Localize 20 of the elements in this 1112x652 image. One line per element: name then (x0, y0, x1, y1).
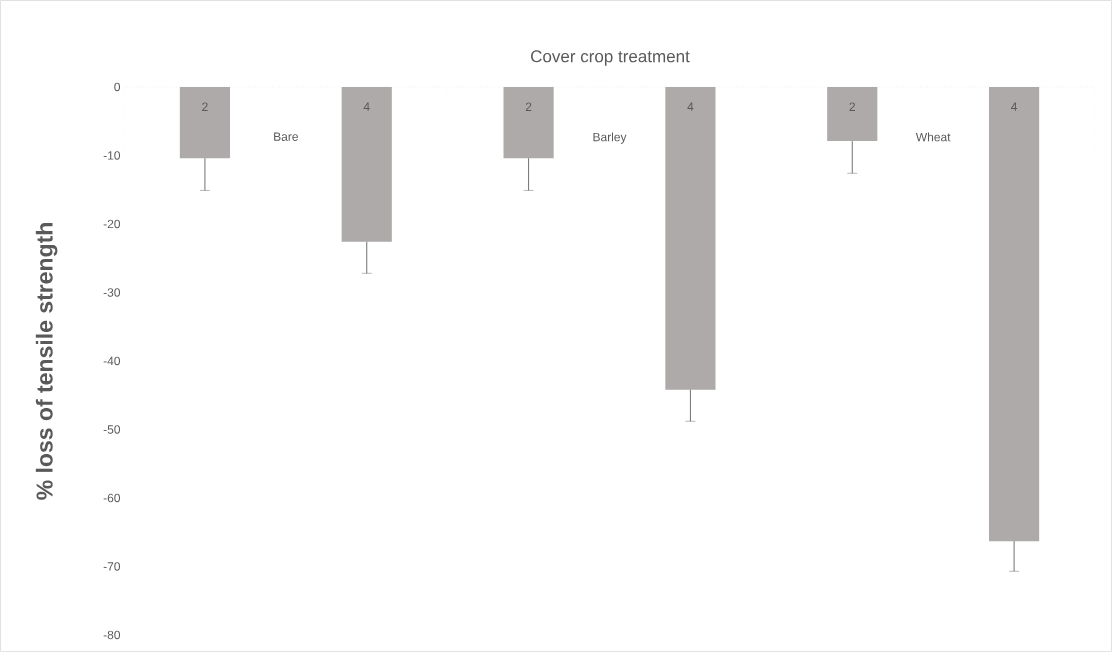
annotation: Wheat (915, 132, 951, 142)
annotation: Bare (274, 132, 298, 141)
y-tick-label: -30 (103, 288, 121, 297)
chart-title: Cover crop treatment (531, 50, 690, 66)
x-tick-label: 2 (525, 102, 532, 111)
x-tick-label: 4 (1011, 102, 1018, 111)
x-tick-label: 4 (363, 102, 370, 111)
y-tick-label: -60 (103, 493, 121, 503)
x-tick-label: 4 (687, 102, 694, 111)
y-tick-label: -40 (103, 356, 121, 366)
y-tick-label: -20 (103, 219, 121, 229)
y-tick-label: -80 (103, 630, 121, 640)
y-tick-label: -50 (103, 425, 121, 434)
x-tick-label: 2 (849, 102, 855, 111)
x-tick-label: 2 (202, 102, 208, 111)
y-tick-label: -70 (103, 562, 121, 571)
y-tick-label: -10 (103, 151, 121, 160)
annotation: Barley (593, 132, 627, 144)
y-axis-title: % loss of tensile strength (35, 223, 58, 500)
y-tick-label: 0 (114, 82, 121, 92)
